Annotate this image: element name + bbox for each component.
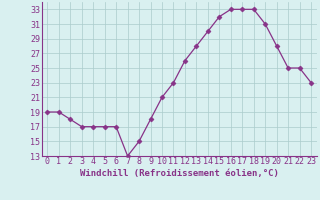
X-axis label: Windchill (Refroidissement éolien,°C): Windchill (Refroidissement éolien,°C) (80, 169, 279, 178)
